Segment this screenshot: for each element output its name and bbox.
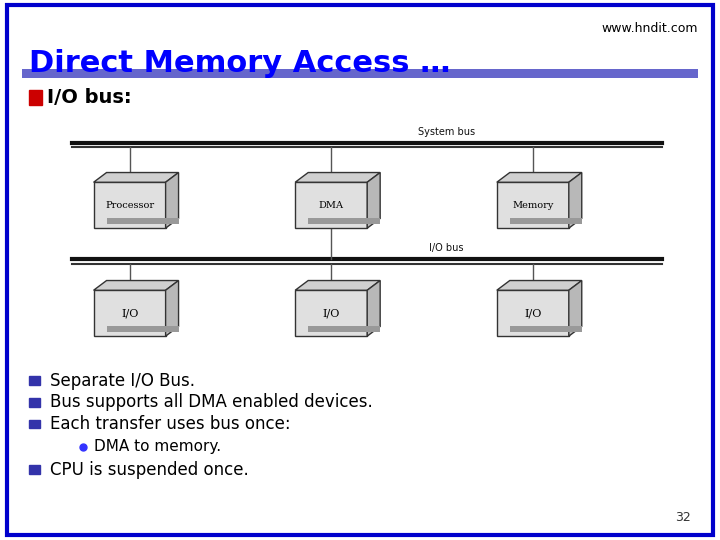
FancyBboxPatch shape [7,5,713,535]
Polygon shape [308,218,380,224]
FancyBboxPatch shape [497,291,569,336]
Text: DMA: DMA [319,201,343,210]
FancyBboxPatch shape [94,183,166,228]
Text: Bus supports all DMA enabled devices.: Bus supports all DMA enabled devices. [50,393,373,411]
Polygon shape [166,281,179,336]
Text: CPU is suspended once.: CPU is suspended once. [50,461,249,479]
Bar [29,398,40,407]
Text: Each transfer uses bus once:: Each transfer uses bus once: [50,415,291,433]
Text: Separate I/O Bus.: Separate I/O Bus. [50,372,195,390]
Bar [29,465,40,474]
Text: www.hndit.com: www.hndit.com [602,22,698,35]
Text: I/O bus: I/O bus [429,242,464,253]
Polygon shape [367,173,380,228]
Text: I/O: I/O [524,308,541,318]
Polygon shape [94,281,179,291]
FancyBboxPatch shape [94,291,166,336]
Polygon shape [166,173,179,228]
Polygon shape [569,173,582,228]
Text: Direct Memory Access …: Direct Memory Access … [29,49,450,78]
Bar [29,90,42,105]
Polygon shape [107,326,179,332]
Polygon shape [308,326,380,332]
Polygon shape [107,218,179,224]
Polygon shape [510,218,582,224]
Polygon shape [497,173,582,183]
Text: 32: 32 [675,511,691,524]
Bar [29,420,40,428]
FancyBboxPatch shape [295,291,367,336]
Text: Processor: Processor [105,201,154,210]
Text: Memory: Memory [512,201,554,210]
Polygon shape [295,281,380,291]
Polygon shape [569,281,582,336]
FancyBboxPatch shape [22,69,698,78]
Text: I/O: I/O [323,308,340,318]
Polygon shape [94,173,179,183]
FancyBboxPatch shape [497,183,569,228]
Text: System bus: System bus [418,126,475,137]
Polygon shape [295,173,380,183]
Text: DMA to memory.: DMA to memory. [94,439,221,454]
Text: I/O bus:: I/O bus: [47,87,132,107]
Polygon shape [497,281,582,291]
Text: I/O: I/O [121,308,138,318]
Polygon shape [367,281,380,336]
FancyBboxPatch shape [295,183,367,228]
Bar [29,376,40,385]
Polygon shape [510,326,582,332]
